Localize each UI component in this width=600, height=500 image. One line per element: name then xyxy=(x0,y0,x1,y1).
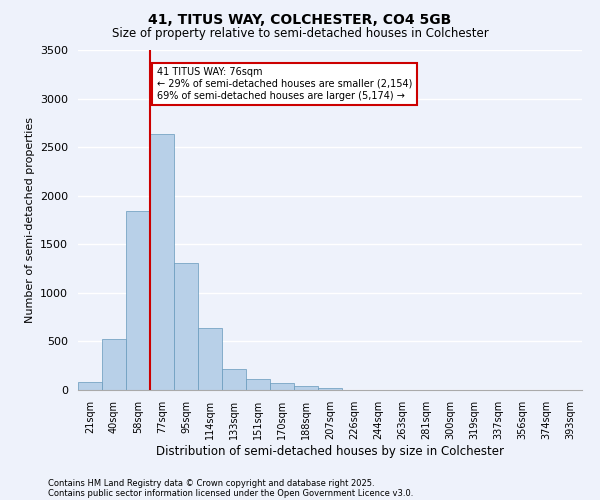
Bar xyxy=(150,134,174,390)
Bar xyxy=(102,338,126,390)
Text: 41, TITUS WAY, COLCHESTER, CO4 5GB: 41, TITUS WAY, COLCHESTER, CO4 5GB xyxy=(148,12,452,26)
Bar xyxy=(270,383,294,390)
Text: Size of property relative to semi-detached houses in Colchester: Size of property relative to semi-detach… xyxy=(112,28,488,40)
X-axis label: Distribution of semi-detached houses by size in Colchester: Distribution of semi-detached houses by … xyxy=(156,444,504,458)
Bar xyxy=(222,368,246,390)
Bar xyxy=(246,380,270,390)
Y-axis label: Number of semi-detached properties: Number of semi-detached properties xyxy=(25,117,35,323)
Text: Contains HM Land Registry data © Crown copyright and database right 2025.: Contains HM Land Registry data © Crown c… xyxy=(48,478,374,488)
Bar xyxy=(198,328,222,390)
Bar xyxy=(318,388,342,390)
Bar xyxy=(126,212,150,390)
Text: Contains public sector information licensed under the Open Government Licence v3: Contains public sector information licen… xyxy=(48,488,413,498)
Bar xyxy=(174,262,198,390)
Text: 41 TITUS WAY: 76sqm
← 29% of semi-detached houses are smaller (2,154)
69% of sem: 41 TITUS WAY: 76sqm ← 29% of semi-detach… xyxy=(157,68,413,100)
Bar xyxy=(78,382,102,390)
Bar xyxy=(294,386,318,390)
